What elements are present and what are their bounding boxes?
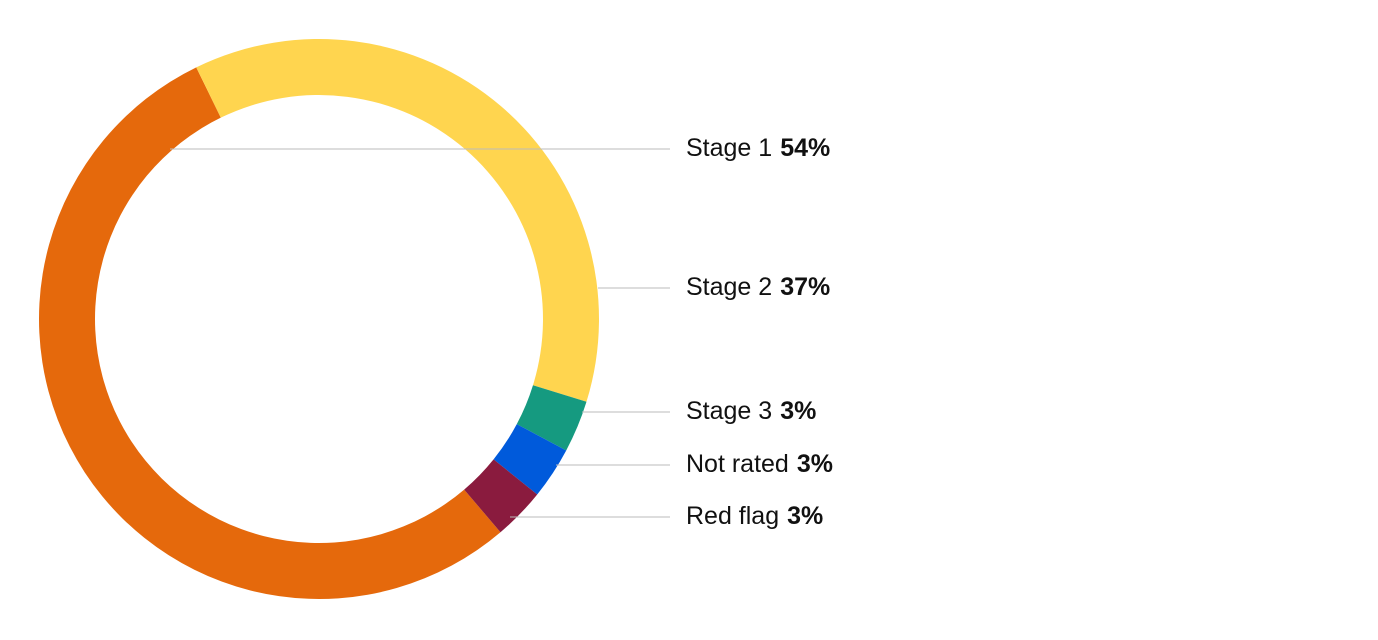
- category-name: Not rated: [686, 450, 789, 478]
- slice-label: Stage 2 37%: [686, 273, 830, 301]
- donut-slice: [516, 385, 587, 451]
- category-name: Stage 2: [686, 273, 772, 301]
- category-name: Stage 1: [686, 134, 772, 162]
- value-label: 54%: [780, 134, 830, 162]
- donut-slice: [464, 459, 538, 533]
- slice-label: Stage 1 54%: [686, 134, 830, 162]
- value-label: 37%: [780, 273, 830, 301]
- slice-label: Not rated 3%: [686, 450, 833, 478]
- category-name: Red flag: [686, 502, 779, 530]
- value-label: 3%: [780, 397, 816, 425]
- donut-slice: [38, 67, 501, 600]
- donut-slice: [196, 38, 599, 402]
- value-label: 3%: [797, 450, 833, 478]
- slice-label: Red flag 3%: [686, 502, 823, 530]
- donut-slice: [493, 424, 567, 495]
- value-label: 3%: [787, 502, 823, 530]
- category-name: Stage 3: [686, 397, 772, 425]
- slice-label: Stage 3 3%: [686, 397, 816, 425]
